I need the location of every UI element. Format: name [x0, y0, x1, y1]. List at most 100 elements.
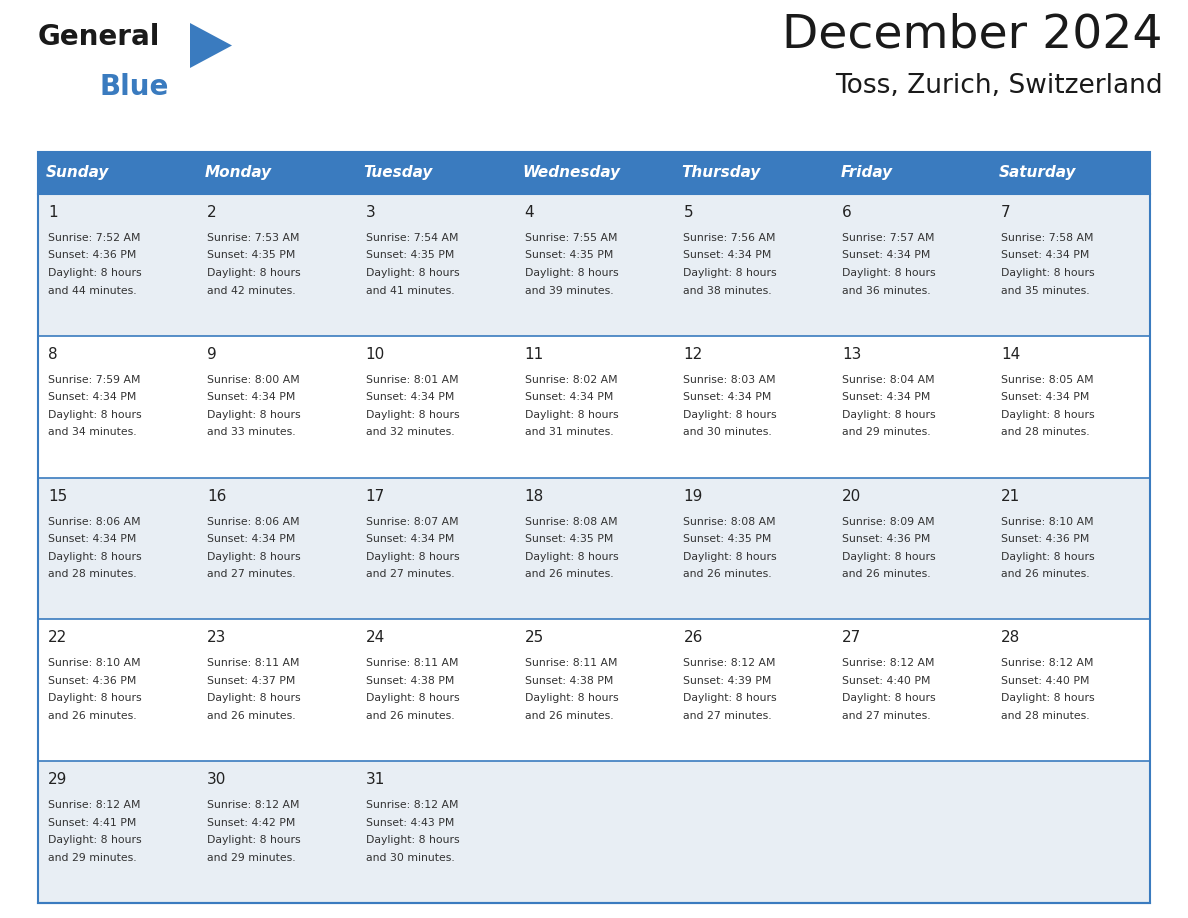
Text: Daylight: 8 hours: Daylight: 8 hours — [525, 268, 618, 278]
Text: Friday: Friday — [840, 165, 892, 181]
Text: and 27 minutes.: and 27 minutes. — [207, 569, 296, 579]
Text: and 29 minutes.: and 29 minutes. — [48, 853, 137, 863]
Text: 22: 22 — [48, 631, 68, 645]
Text: Toss, Zurich, Switzerland: Toss, Zurich, Switzerland — [835, 73, 1163, 99]
Text: Sunday: Sunday — [46, 165, 109, 181]
Text: Sunset: 4:42 PM: Sunset: 4:42 PM — [207, 818, 296, 828]
Text: and 26 minutes.: and 26 minutes. — [683, 569, 772, 579]
Text: Sunrise: 8:12 AM: Sunrise: 8:12 AM — [683, 658, 776, 668]
Text: 21: 21 — [1001, 488, 1020, 504]
Text: Daylight: 8 hours: Daylight: 8 hours — [683, 268, 777, 278]
Text: Sunset: 4:34 PM: Sunset: 4:34 PM — [683, 392, 772, 402]
Text: Daylight: 8 hours: Daylight: 8 hours — [525, 409, 618, 420]
Text: 3: 3 — [366, 205, 375, 220]
Text: Daylight: 8 hours: Daylight: 8 hours — [1001, 268, 1095, 278]
Text: 12: 12 — [683, 347, 702, 362]
Text: Daylight: 8 hours: Daylight: 8 hours — [683, 693, 777, 703]
Text: Sunset: 4:34 PM: Sunset: 4:34 PM — [366, 534, 454, 544]
Text: 23: 23 — [207, 631, 226, 645]
Text: Daylight: 8 hours: Daylight: 8 hours — [683, 409, 777, 420]
Text: Sunrise: 8:08 AM: Sunrise: 8:08 AM — [525, 517, 618, 527]
Text: Sunset: 4:34 PM: Sunset: 4:34 PM — [1001, 392, 1089, 402]
Text: Sunrise: 7:59 AM: Sunrise: 7:59 AM — [48, 375, 140, 385]
Text: 31: 31 — [366, 772, 385, 788]
Text: and 39 minutes.: and 39 minutes. — [525, 285, 613, 296]
Text: and 26 minutes.: and 26 minutes. — [366, 711, 454, 721]
Text: Sunrise: 7:53 AM: Sunrise: 7:53 AM — [207, 233, 299, 243]
Text: 7: 7 — [1001, 205, 1011, 220]
Text: Sunset: 4:34 PM: Sunset: 4:34 PM — [48, 534, 137, 544]
Text: and 36 minutes.: and 36 minutes. — [842, 285, 931, 296]
Text: Sunset: 4:35 PM: Sunset: 4:35 PM — [366, 251, 454, 261]
Text: 28: 28 — [1001, 631, 1020, 645]
Text: Daylight: 8 hours: Daylight: 8 hours — [842, 409, 936, 420]
Text: Sunset: 4:34 PM: Sunset: 4:34 PM — [525, 392, 613, 402]
Text: Daylight: 8 hours: Daylight: 8 hours — [1001, 552, 1095, 562]
Text: 2: 2 — [207, 205, 216, 220]
Bar — [38, 152, 1150, 903]
Text: General: General — [38, 23, 160, 51]
Text: and 42 minutes.: and 42 minutes. — [207, 285, 296, 296]
Text: Daylight: 8 hours: Daylight: 8 hours — [207, 552, 301, 562]
Text: Daylight: 8 hours: Daylight: 8 hours — [48, 268, 141, 278]
Text: Sunrise: 7:54 AM: Sunrise: 7:54 AM — [366, 233, 459, 243]
Text: Sunrise: 7:56 AM: Sunrise: 7:56 AM — [683, 233, 776, 243]
Text: Sunrise: 8:09 AM: Sunrise: 8:09 AM — [842, 517, 935, 527]
Text: Daylight: 8 hours: Daylight: 8 hours — [842, 268, 936, 278]
Text: Daylight: 8 hours: Daylight: 8 hours — [683, 552, 777, 562]
Text: and 26 minutes.: and 26 minutes. — [48, 711, 137, 721]
Text: Sunrise: 7:58 AM: Sunrise: 7:58 AM — [1001, 233, 1094, 243]
Text: Sunrise: 8:11 AM: Sunrise: 8:11 AM — [207, 658, 299, 668]
Text: Daylight: 8 hours: Daylight: 8 hours — [842, 693, 936, 703]
Text: 15: 15 — [48, 488, 68, 504]
Text: 27: 27 — [842, 631, 861, 645]
Text: Sunrise: 8:10 AM: Sunrise: 8:10 AM — [1001, 517, 1094, 527]
Text: Sunrise: 8:05 AM: Sunrise: 8:05 AM — [1001, 375, 1094, 385]
Text: 20: 20 — [842, 488, 861, 504]
Text: Sunrise: 8:07 AM: Sunrise: 8:07 AM — [366, 517, 459, 527]
Text: Daylight: 8 hours: Daylight: 8 hours — [366, 693, 460, 703]
Text: 14: 14 — [1001, 347, 1020, 362]
Text: and 30 minutes.: and 30 minutes. — [683, 427, 772, 437]
Text: Wednesday: Wednesday — [523, 165, 620, 181]
Text: Monday: Monday — [204, 165, 272, 181]
Text: Sunset: 4:35 PM: Sunset: 4:35 PM — [207, 251, 296, 261]
Text: 24: 24 — [366, 631, 385, 645]
Text: Blue: Blue — [100, 73, 170, 101]
Text: Sunset: 4:34 PM: Sunset: 4:34 PM — [366, 392, 454, 402]
Text: Sunrise: 8:12 AM: Sunrise: 8:12 AM — [207, 800, 299, 811]
Text: Daylight: 8 hours: Daylight: 8 hours — [366, 409, 460, 420]
Text: 18: 18 — [525, 488, 544, 504]
Text: Daylight: 8 hours: Daylight: 8 hours — [525, 693, 618, 703]
Text: Sunrise: 8:06 AM: Sunrise: 8:06 AM — [207, 517, 299, 527]
Text: Sunset: 4:40 PM: Sunset: 4:40 PM — [1001, 676, 1089, 686]
Text: Daylight: 8 hours: Daylight: 8 hours — [366, 835, 460, 845]
Text: 29: 29 — [48, 772, 68, 788]
Text: 1: 1 — [48, 205, 58, 220]
Text: 6: 6 — [842, 205, 852, 220]
Text: Sunrise: 7:57 AM: Sunrise: 7:57 AM — [842, 233, 935, 243]
Text: Daylight: 8 hours: Daylight: 8 hours — [207, 409, 301, 420]
Text: December 2024: December 2024 — [783, 13, 1163, 58]
Text: 19: 19 — [683, 488, 703, 504]
Text: and 27 minutes.: and 27 minutes. — [842, 711, 931, 721]
Text: and 26 minutes.: and 26 minutes. — [207, 711, 296, 721]
Text: 11: 11 — [525, 347, 544, 362]
Text: Sunrise: 8:06 AM: Sunrise: 8:06 AM — [48, 517, 140, 527]
Text: and 26 minutes.: and 26 minutes. — [525, 569, 613, 579]
Text: Sunrise: 7:52 AM: Sunrise: 7:52 AM — [48, 233, 140, 243]
Text: and 28 minutes.: and 28 minutes. — [48, 569, 137, 579]
Text: Sunrise: 8:11 AM: Sunrise: 8:11 AM — [366, 658, 459, 668]
Text: 4: 4 — [525, 205, 535, 220]
Text: Sunset: 4:37 PM: Sunset: 4:37 PM — [207, 676, 296, 686]
Text: Sunset: 4:34 PM: Sunset: 4:34 PM — [207, 392, 296, 402]
Text: Sunset: 4:36 PM: Sunset: 4:36 PM — [842, 534, 930, 544]
Text: Daylight: 8 hours: Daylight: 8 hours — [366, 268, 460, 278]
Text: and 41 minutes.: and 41 minutes. — [366, 285, 454, 296]
Text: Sunset: 4:34 PM: Sunset: 4:34 PM — [207, 534, 296, 544]
Text: 10: 10 — [366, 347, 385, 362]
Text: and 44 minutes.: and 44 minutes. — [48, 285, 137, 296]
Text: 25: 25 — [525, 631, 544, 645]
Bar — [38, 152, 1150, 194]
Text: Sunrise: 7:55 AM: Sunrise: 7:55 AM — [525, 233, 617, 243]
